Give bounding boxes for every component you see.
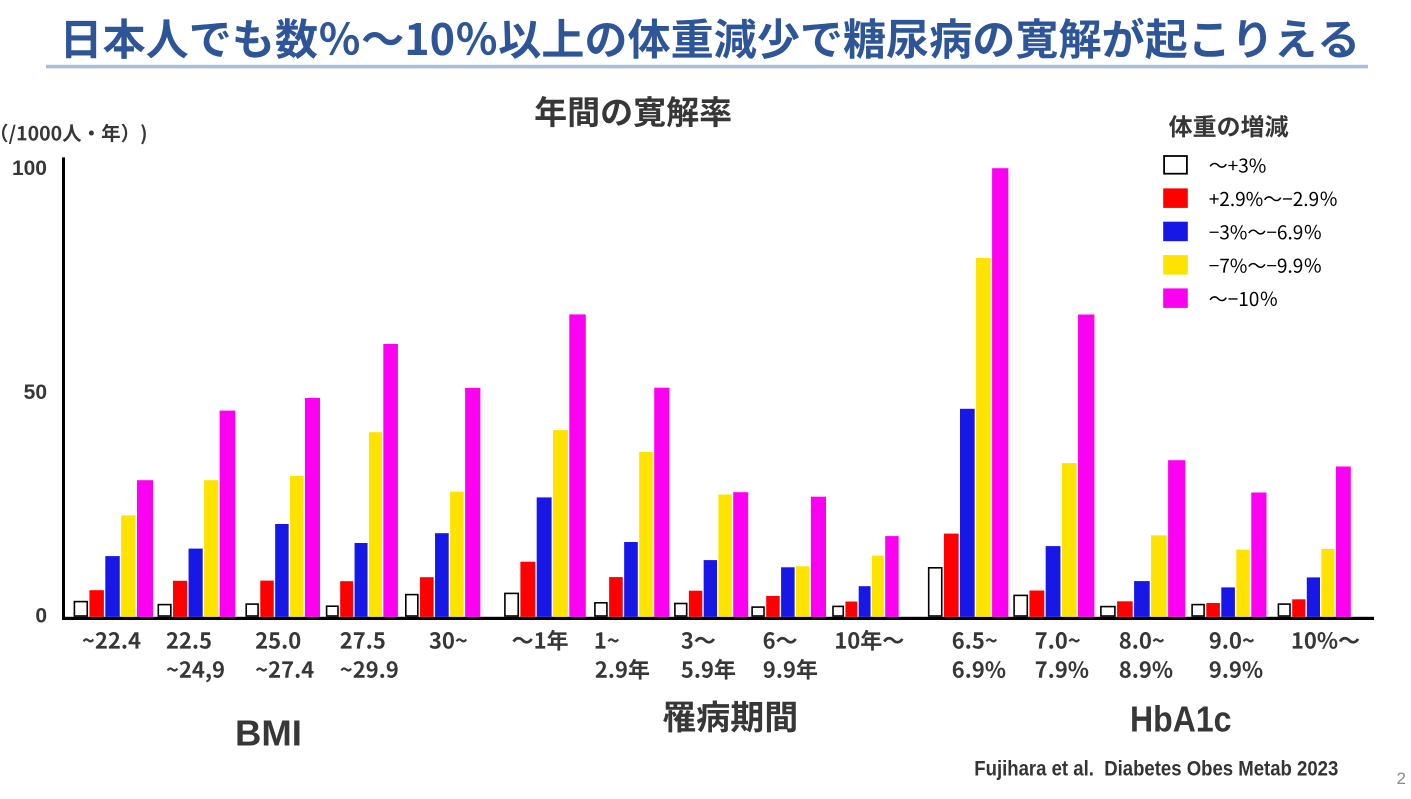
svg-text:Fujihara et al. Diabetes Obes: Fujihara et al. Diabetes Obes Metab 2023	[974, 757, 1338, 780]
svg-text:HbA1c: HbA1c	[1130, 699, 1232, 740]
svg-text:2: 2	[1397, 769, 1406, 788]
svg-text:100: 100	[12, 157, 47, 180]
svg-text:BMI: BMI	[235, 713, 302, 754]
svg-text:0: 0	[35, 605, 47, 628]
svg-text:50: 50	[24, 381, 47, 404]
